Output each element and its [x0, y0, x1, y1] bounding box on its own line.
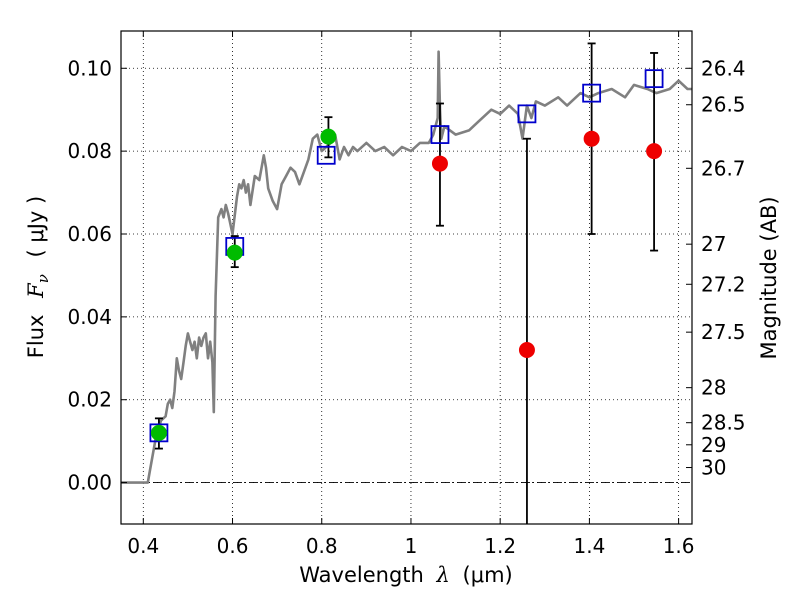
x-tick-label: 1.4 [573, 534, 605, 558]
magnitude-tick-label: 26.7 [701, 156, 746, 180]
detection-point [150, 424, 167, 441]
model-flux-square [644, 69, 664, 89]
plot-frame [120, 30, 693, 525]
x-tick-label: 0.8 [306, 534, 338, 558]
nir-flux-point [518, 342, 535, 358]
x-tick-label: 0.6 [217, 534, 249, 558]
axis-ticks [121, 31, 692, 524]
model-flux-square [517, 104, 537, 124]
x-tick-label: 0.4 [127, 534, 159, 558]
model-flux-square [149, 423, 169, 443]
magnitude-tick-label: 27 [701, 232, 726, 256]
x-tick-labels: 0.4 0.6 0.8 1 1.2 1.4 1.6 [127, 534, 694, 558]
spectrum-line [121, 50, 692, 484]
grid-lines [121, 31, 692, 524]
magnitude-tick-label: 30 [701, 456, 726, 480]
magnitude-tick-label: 29 [701, 433, 726, 457]
model-flux-square [582, 83, 602, 103]
nir-flux-point [431, 155, 448, 172]
model-flux-square [430, 125, 450, 144]
magnitude-tick-label: 27.2 [701, 272, 746, 296]
y-axis-label: Flux Fν ( μJy ) [24, 196, 53, 358]
y-tick-label: 0.10 [67, 56, 112, 80]
model-flux-square [316, 145, 336, 165]
nir-flux-point [583, 130, 600, 147]
y-tick-label: 0.06 [67, 222, 112, 246]
magnitude-tick-label: 26.5 [701, 93, 746, 117]
magnitude-tick-label: 28 [701, 376, 726, 400]
error-bars [154, 42, 659, 524]
y-tick-label: 0.02 [67, 388, 112, 412]
data-points [149, 69, 664, 443]
x-tick-label: 1.2 [484, 534, 516, 558]
y-tick-label: 0.04 [67, 305, 112, 329]
y-tick-labels: 0.00 0.02 0.04 0.06 0.08 0.10 [67, 56, 112, 494]
nir-flux-point [646, 143, 663, 160]
magnitude-tick-label: 27.5 [701, 320, 746, 344]
x-tick-label: 1.6 [663, 534, 695, 558]
magnitude-tick-label: 26.4 [701, 56, 746, 80]
model-spectrum [121, 50, 692, 484]
x-tick-label: 1 [405, 534, 418, 558]
x-axis-label: Wavelength λ (μm) [299, 563, 512, 587]
y-tick-label: 0.08 [67, 139, 112, 163]
detection-point [320, 128, 337, 145]
y-tick-label: 0.00 [67, 471, 112, 495]
magnitude-axis-label: Magnitude (AB) [757, 196, 781, 359]
magnitude-tick-label: 28.5 [701, 411, 746, 435]
detection-point [226, 244, 243, 261]
